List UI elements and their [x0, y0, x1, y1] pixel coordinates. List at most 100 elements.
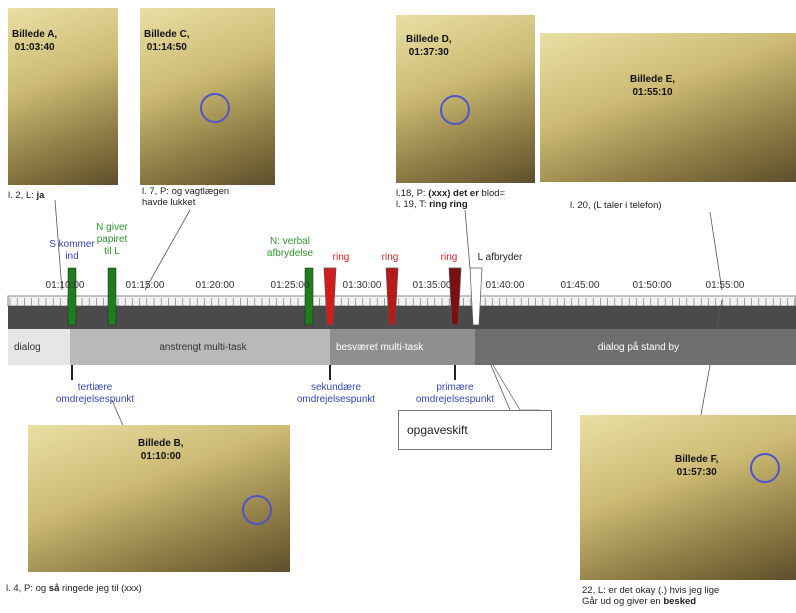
caption-text: 22, L: er det okay (.) hvis jeg lige: [582, 585, 720, 596]
photo-caption: l. 7, P: og vagtlægen havde lukket: [142, 186, 229, 208]
event-text: ring: [440, 252, 458, 263]
caption-text: ringede jeg til (xxx): [59, 583, 142, 594]
caption-text: l. 4, P: og: [6, 583, 49, 594]
connector: [464, 209, 471, 269]
photo-label: Billede A, 01:03:40: [12, 28, 57, 54]
time-label: 01:30:00: [343, 280, 382, 291]
event-text: afbrydelse: [266, 248, 314, 259]
event-text: S kommer: [49, 239, 95, 250]
caption-line: l. 7, P: og vagtlægen: [142, 186, 229, 197]
event-text: til L: [104, 246, 120, 257]
phase-text: dialog på stand by: [597, 341, 680, 353]
connector: [54, 199, 63, 291]
time-label: 01:50:00: [633, 280, 672, 291]
event-label: S kommer ind: [49, 239, 95, 263]
time-label: 01:25:00: [271, 280, 310, 291]
label-line: Billede D,: [406, 34, 452, 45]
pivot-text: omdrejelsespunkt: [296, 394, 376, 405]
pivot-label: sekundære omdrejelsespunkt: [297, 382, 375, 406]
label-line: 01:03:40: [14, 42, 55, 53]
caption-text: (xxx) det er: [428, 188, 479, 199]
connector: [709, 211, 723, 291]
event-label: N: verbal afbrydelse: [267, 236, 313, 260]
label-line: Billede C,: [144, 29, 190, 40]
caption-line: l. 19, T: ring ring: [396, 199, 505, 210]
pivot-label: primære omdrejelsespunkt: [416, 382, 494, 406]
photo-caption: 22, L: er det okay (.) hvis jeg lige Går …: [582, 585, 719, 607]
caption-text: l.18, P:: [396, 188, 429, 199]
time-text: 01:15:00: [125, 280, 165, 291]
photo-caption: l.18, P: (xxx) det er blod= l. 19, T: rin…: [396, 188, 505, 210]
highlight-circle: [200, 93, 230, 123]
phase-segment: dialog: [8, 329, 70, 365]
event-label: ring: [382, 252, 399, 264]
pivot-text: tertiære: [77, 382, 113, 393]
time-label: 01:15:00: [126, 280, 165, 291]
label-line: Billede E,: [630, 74, 676, 85]
photo: Billede F, 01:57:30: [580, 415, 796, 580]
label-line: 01:55:10: [632, 87, 673, 98]
callout-box: opgaveskift: [398, 410, 552, 450]
event-label: ring: [441, 252, 458, 264]
pivot-text: primære: [436, 382, 474, 393]
time-text: 01:50:00: [632, 280, 672, 291]
event-text: papiret: [96, 234, 128, 245]
caption-line: l. 4, P: og så ringede jeg til (xxx): [6, 583, 142, 594]
event-flag: [67, 267, 77, 326]
photo-label: Billede E, 01:55:10: [630, 73, 675, 99]
highlight-circle: [242, 495, 272, 525]
photo-caption: l. 2, L: ja: [8, 190, 44, 201]
highlight-circle: [440, 95, 470, 125]
caption-line: havde lukket: [142, 197, 229, 208]
event-text: ind: [65, 251, 79, 262]
time-text: 01:30:00: [342, 280, 382, 291]
caption-text: ja: [36, 190, 45, 201]
event-flag: [304, 267, 314, 326]
label-line: 01:37:30: [408, 47, 449, 58]
phase-segment: dialog på stand by: [475, 329, 796, 365]
photo-label: Billede C, 01:14:50: [144, 28, 190, 54]
label-line: Billede B,: [138, 438, 184, 449]
caption-line: l.18, P: (xxx) det er blod=: [396, 188, 505, 199]
phase-text: dialog: [14, 341, 41, 353]
label-line: 01:57:30: [676, 467, 717, 478]
label-line: 01:14:50: [146, 42, 187, 53]
caption-text: Går ud og giver en: [582, 596, 664, 607]
phase-segment: anstrengt multi-task: [70, 329, 330, 365]
photo-caption: l. 4, P: og så ringede jeg til (xxx): [6, 583, 142, 594]
event-text: ring: [332, 252, 350, 263]
photo: Billede E, 01:55:10: [540, 33, 796, 182]
event-label: L afbryder: [478, 252, 523, 264]
phase-text: anstrengt multi-task: [159, 341, 247, 353]
time-label: 01:40:00: [486, 280, 525, 291]
caption-text: l. 2, L:: [8, 190, 37, 201]
caption-line: Går ud og giver en besked: [582, 596, 719, 607]
caption-text: havde lukket: [142, 197, 196, 208]
caption-text: ring ring: [429, 199, 468, 210]
caption-text: besked: [663, 596, 697, 607]
ruler: [7, 295, 796, 307]
phase-segment: besværet multi-task: [330, 329, 475, 365]
time-text: 01:10:00: [45, 280, 85, 291]
event-flag: [107, 267, 117, 326]
caption-text: l. 7, P: og vagtlægen: [142, 186, 230, 197]
photo: Billede B, 01:10:00: [28, 425, 290, 572]
connector: [144, 209, 191, 291]
photo: Billede D, 01:37:30: [396, 15, 535, 183]
event-flag: [385, 267, 399, 326]
time-text: 01:35:00: [412, 280, 452, 291]
time-text: 01:45:00: [560, 280, 600, 291]
photo-caption: l. 20, (L taler i telefon): [570, 200, 662, 211]
label-line: Billede F,: [675, 454, 719, 465]
caption-text: så: [48, 583, 60, 594]
pivot-label: tertiære omdrejelsespunkt: [56, 382, 134, 406]
time-label: 01:10:00: [46, 280, 85, 291]
highlight-circle: [750, 453, 780, 483]
time-label: 01:55:00: [706, 280, 745, 291]
label-line: Billede A,: [12, 29, 58, 40]
event-text: N: verbal: [269, 236, 311, 247]
event-flag: [323, 267, 337, 326]
time-text: 01:25:00: [270, 280, 310, 291]
